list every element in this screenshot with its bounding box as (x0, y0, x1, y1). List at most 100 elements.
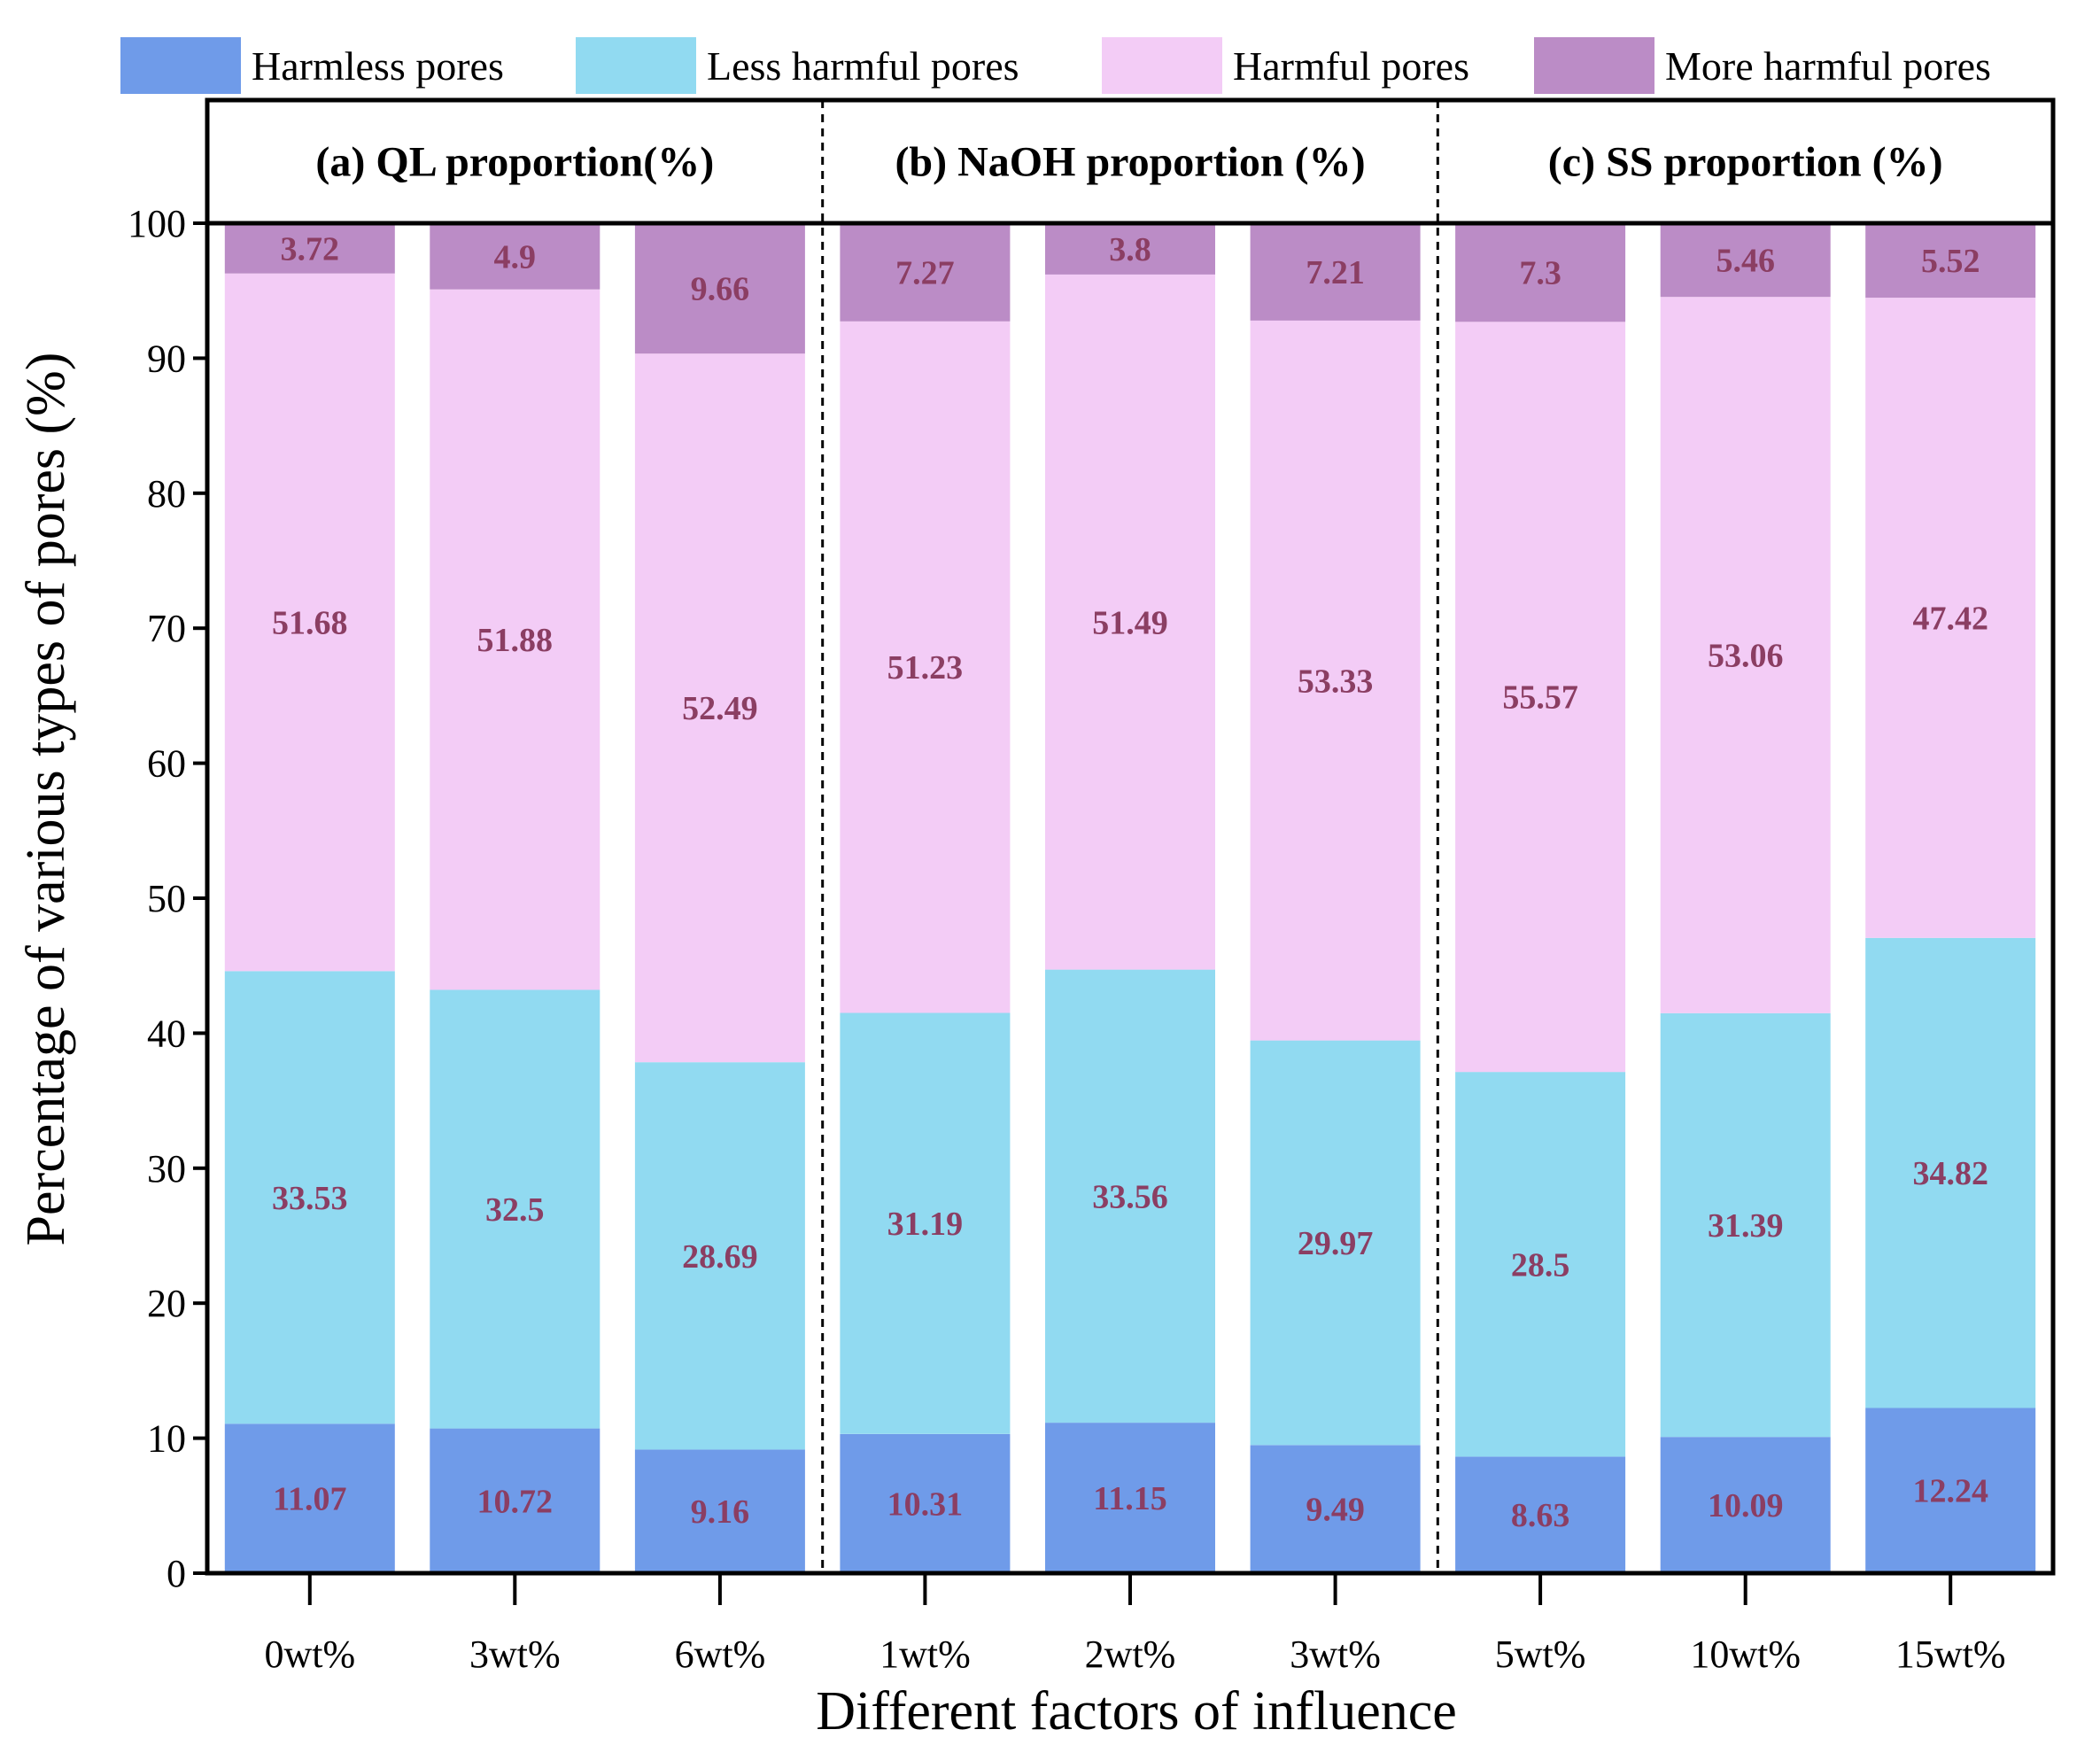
segment-label-1-3: 9.16 (691, 1493, 750, 1531)
segment-label-2-8: 31.39 (1708, 1207, 1784, 1245)
x-tick-label-1: 0wt% (264, 1633, 355, 1676)
segment-label-4-9: 5.52 (1921, 243, 1980, 280)
segment-label-3-1: 51.68 (272, 605, 348, 642)
segment-label-3-8: 53.06 (1708, 638, 1784, 675)
segment-label-4-7: 7.3 (1519, 255, 1561, 292)
bar-segment-1-4 (840, 1433, 1011, 1573)
segment-label-2-5: 33.56 (1092, 1178, 1168, 1215)
bar-segment-4-9 (1865, 223, 2036, 299)
y-tick-label-9: 80 (147, 472, 186, 516)
y-tick-label-3: 20 (147, 1282, 186, 1325)
bar-segment-4-3 (634, 223, 805, 354)
bar-segment-4-1 (224, 223, 395, 274)
bar-segment-3-8 (1660, 297, 1831, 1013)
y-tick-label-8: 70 (147, 607, 186, 650)
bar-segment-3-6 (1250, 320, 1421, 1041)
legend-swatch-1 (120, 37, 241, 94)
bar-segment-2-8 (1660, 1012, 1831, 1438)
panel-title-2: (b) NaOH proportion (%) (895, 139, 1365, 186)
bar-segment-2-2 (430, 989, 601, 1429)
legend-swatch-2 (576, 37, 696, 94)
y-tick-label-4: 30 (147, 1147, 186, 1191)
segment-label-3-6: 53.33 (1298, 663, 1374, 700)
segment-label-4-2: 4.9 (494, 238, 537, 275)
bar-segment-3-4 (840, 321, 1011, 1013)
segment-label-2-1: 33.53 (272, 1180, 348, 1217)
bar-segment-1-2 (430, 1428, 601, 1573)
segment-label-4-1: 3.72 (281, 230, 340, 268)
bar-segment-1-9 (1865, 1408, 2036, 1573)
x-tick-label-9: 15wt% (1895, 1633, 2006, 1676)
segment-label-2-3: 28.69 (682, 1238, 758, 1276)
segment-label-4-6: 7.21 (1306, 254, 1365, 291)
y-tick-label-7: 60 (147, 742, 186, 786)
bar-segment-3-1 (224, 273, 395, 972)
bar-segment-4-8 (1660, 223, 1831, 298)
bar-segment-1-3 (634, 1449, 805, 1573)
y-tick-label-6: 50 (147, 877, 186, 920)
x-tick-label-5: 2wt% (1085, 1633, 1176, 1676)
y-axis-title: Percentage of various types of pores (%) (16, 353, 76, 1246)
segment-label-2-2: 32.5 (485, 1191, 545, 1229)
legend-label-3: Harmful pores (1233, 43, 1469, 89)
panel-title-3: (c) SS proportion (%) (1548, 139, 1943, 186)
segment-label-1-4: 10.31 (887, 1485, 964, 1523)
x-tick-label-4: 1wt% (880, 1633, 971, 1676)
legend-swatch-4 (1534, 37, 1654, 94)
segment-label-1-8: 10.09 (1708, 1487, 1784, 1524)
x-axis: 0wt% 3wt% 6wt% 1wt% 2wt% 3wt% 5wt% 10wt% 15wt% (264, 1573, 2006, 1676)
segment-label-3-4: 51.23 (887, 649, 964, 686)
panel-title-1: (a) QL proportion(%) (315, 139, 714, 186)
y-tick-label-10: 90 (147, 337, 186, 380)
bar-segment-3-5 (1045, 274, 1215, 970)
segment-label-1-5: 11.15 (1093, 1480, 1166, 1517)
segment-label-2-4: 31.19 (887, 1206, 964, 1243)
x-tick-label-7: 5wt% (1495, 1633, 1586, 1676)
bar-segment-1-5 (1045, 1423, 1215, 1573)
y-axis: 0 10 20 30 40 50 60 70 80 90 100 (128, 202, 207, 1595)
legend-swatch-3 (1102, 37, 1222, 94)
segment-label-3-9: 47.42 (1912, 601, 1988, 638)
bar-segment-2-1 (224, 971, 395, 1424)
bar-segment-1-8 (1660, 1437, 1831, 1573)
bars (224, 223, 2036, 1573)
bar-segment-3-9 (1865, 298, 2036, 938)
y-tick-label-1: 0 (167, 1552, 186, 1595)
bar-segment-4-6 (1250, 223, 1421, 321)
segment-labels: 11.07 33.53 51.68 3.72 10.72 32.5 51.88 4.9 9.16… (272, 230, 1988, 1534)
bar-segment-4-4 (840, 223, 1011, 322)
bar-segment-1-1 (224, 1423, 395, 1573)
segment-label-2-9: 34.82 (1912, 1155, 1988, 1192)
segment-label-1-6: 9.49 (1306, 1492, 1365, 1529)
x-axis-title: Different factors of influence (816, 1681, 1457, 1741)
y-tick-label-11: 100 (128, 202, 186, 245)
x-tick-label-3: 6wt% (675, 1633, 766, 1676)
x-tick-label-8: 10wt% (1690, 1633, 1801, 1676)
bar-segment-2-7 (1455, 1072, 1626, 1457)
segment-label-4-8: 5.46 (1716, 243, 1775, 280)
segment-label-4-4: 7.27 (895, 254, 955, 291)
legend: Harmless pores Less harmful pores Harmful … (120, 37, 1991, 94)
segment-label-1-2: 10.72 (477, 1483, 554, 1520)
y-tick-label-2: 10 (147, 1417, 186, 1461)
segment-label-4-5: 3.8 (1109, 231, 1151, 268)
bar-segment-3-2 (430, 289, 601, 990)
segment-label-3-5: 51.49 (1092, 604, 1168, 641)
x-tick-label-6: 3wt% (1290, 1633, 1381, 1676)
bar-segment-2-3 (634, 1062, 805, 1450)
segment-label-1-7: 8.63 (1511, 1497, 1570, 1534)
bar-segment-4-2 (430, 223, 601, 290)
panel-titles: (a) QL proportion(%) (b) NaOH proportion … (315, 139, 1942, 186)
y-tick-label-5: 40 (147, 1012, 186, 1055)
bar-segment-4-5 (1045, 223, 1215, 275)
segment-label-4-3: 9.66 (691, 271, 750, 308)
bar-segment-3-3 (634, 353, 805, 1063)
segment-label-3-3: 52.49 (682, 690, 758, 727)
segment-label-1-9: 12.24 (1912, 1473, 1988, 1510)
legend-label-2: Less harmful pores (707, 43, 1019, 89)
segment-label-2-6: 29.97 (1298, 1225, 1374, 1262)
bar-segment-2-5 (1045, 969, 1215, 1423)
bar-segment-2-9 (1865, 937, 2036, 1408)
